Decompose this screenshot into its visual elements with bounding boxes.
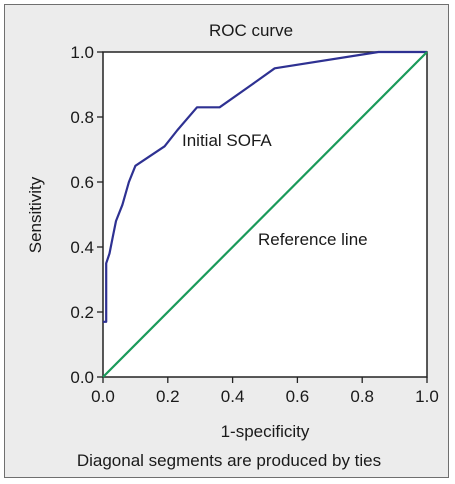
x-axis-label: 1-specificity (221, 422, 310, 441)
x-tick-label: 0.2 (156, 387, 180, 406)
y-axis-ticks: 0.0 0.2 0.4 0.6 0.8 1.0 (70, 43, 103, 387)
x-tick-label: 0.8 (350, 387, 374, 406)
initial-sofa-curve (103, 50, 427, 323)
x-tick-label: 0.4 (221, 387, 245, 406)
series-label-reference-line: Reference line (258, 230, 368, 249)
series-layer (102, 50, 428, 378)
y-tick-label: 1.0 (70, 43, 94, 62)
reference-line (102, 51, 428, 378)
x-tick-label: 1.0 (415, 387, 439, 406)
chart-title: ROC curve (209, 21, 293, 40)
roc-chart-svg: ROC curve 0.0 0.2 0.4 0.6 0.8 1.0 0.00.20.40.… (26, 21, 439, 470)
x-tick-label: 0.0 (91, 387, 115, 406)
y-tick-label: 0.6 (70, 173, 94, 192)
series-label-initial-sofa: Initial SOFA (182, 131, 272, 150)
chart-footnote: Diagonal segments are produced by ties (77, 451, 381, 470)
y-axis-label: Sensitivity (26, 176, 45, 253)
y-tick-label: 0.0 (70, 368, 94, 387)
x-axis-ticks: 0.0 0.2 0.4 0.6 0.8 1.0 (91, 377, 439, 406)
roc-chart-figure: ROC curve 0.0 0.2 0.4 0.6 0.8 1.0 0.0 0.2 0.4 0.… (4, 4, 449, 478)
y-tick-label: 0.8 (70, 108, 94, 127)
y-tick-label: 0.2 (70, 303, 94, 322)
x-tick-label: 0.6 (286, 387, 310, 406)
y-tick-label: 0.4 (70, 238, 94, 257)
